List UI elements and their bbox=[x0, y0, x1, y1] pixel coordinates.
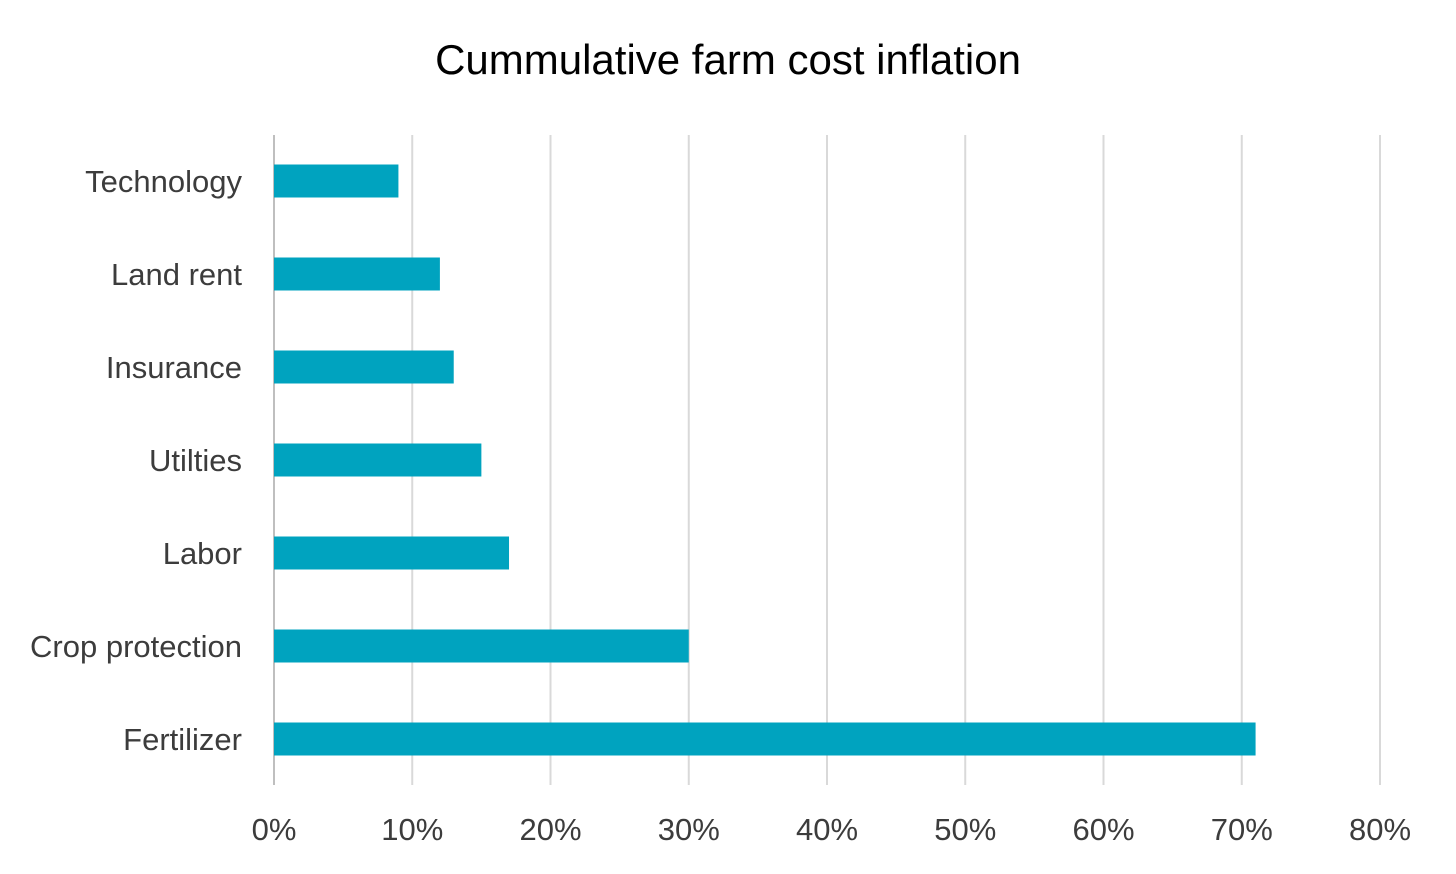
category-label: Crop protection bbox=[30, 629, 242, 664]
bar-labor bbox=[274, 536, 510, 570]
x-tick-label: 30% bbox=[658, 812, 720, 847]
bar-crop-protection bbox=[274, 629, 689, 663]
x-tick-label: 40% bbox=[796, 812, 858, 847]
category-label: Land rent bbox=[111, 257, 242, 292]
category-labels: Technology Land rent Insurance Utilties Labo… bbox=[30, 164, 242, 757]
bar-insurance bbox=[274, 350, 454, 384]
bar-fertilizer bbox=[274, 722, 1256, 756]
x-tick-label: 50% bbox=[934, 812, 996, 847]
x-tick-label: 0% bbox=[252, 812, 297, 847]
category-label: Fertilizer bbox=[123, 722, 242, 757]
category-label: Utilties bbox=[149, 443, 242, 478]
chart-title: Cummulative farm cost inflation bbox=[435, 36, 1021, 83]
category-label: Insurance bbox=[106, 350, 242, 385]
x-tick-label: 20% bbox=[519, 812, 581, 847]
category-label: Technology bbox=[85, 164, 242, 199]
bars bbox=[274, 164, 1256, 756]
bar-utilties bbox=[274, 443, 482, 477]
bar-land-rent bbox=[274, 257, 440, 291]
x-tick-labels: 0% 10% 20% 30% 40% 50% 60% 70% 80% bbox=[252, 812, 1411, 847]
x-tick-label: 60% bbox=[1072, 812, 1134, 847]
x-tick-label: 70% bbox=[1211, 812, 1273, 847]
x-tick-label: 10% bbox=[381, 812, 443, 847]
bar-technology bbox=[274, 164, 399, 198]
x-tick-label: 80% bbox=[1349, 812, 1411, 847]
gridlines bbox=[273, 135, 1381, 785]
category-label: Labor bbox=[163, 536, 242, 571]
